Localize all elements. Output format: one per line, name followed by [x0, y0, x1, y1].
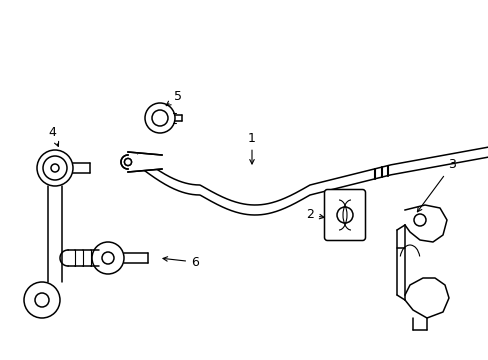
Circle shape: [413, 214, 425, 226]
Circle shape: [102, 252, 114, 264]
Circle shape: [24, 282, 60, 318]
Circle shape: [37, 150, 73, 186]
Ellipse shape: [145, 103, 175, 133]
Circle shape: [124, 158, 131, 166]
Circle shape: [152, 110, 168, 126]
Text: 1: 1: [247, 131, 255, 164]
Text: 5: 5: [166, 90, 182, 105]
Text: 3: 3: [417, 158, 455, 212]
Circle shape: [124, 158, 131, 166]
Bar: [128, 155, 162, 170]
Circle shape: [43, 156, 67, 180]
Text: 6: 6: [163, 256, 199, 269]
Text: 2: 2: [305, 208, 324, 221]
Circle shape: [92, 242, 124, 274]
Circle shape: [51, 164, 59, 172]
FancyBboxPatch shape: [324, 189, 365, 240]
Circle shape: [35, 293, 49, 307]
Circle shape: [336, 207, 352, 223]
Text: 4: 4: [48, 126, 59, 146]
